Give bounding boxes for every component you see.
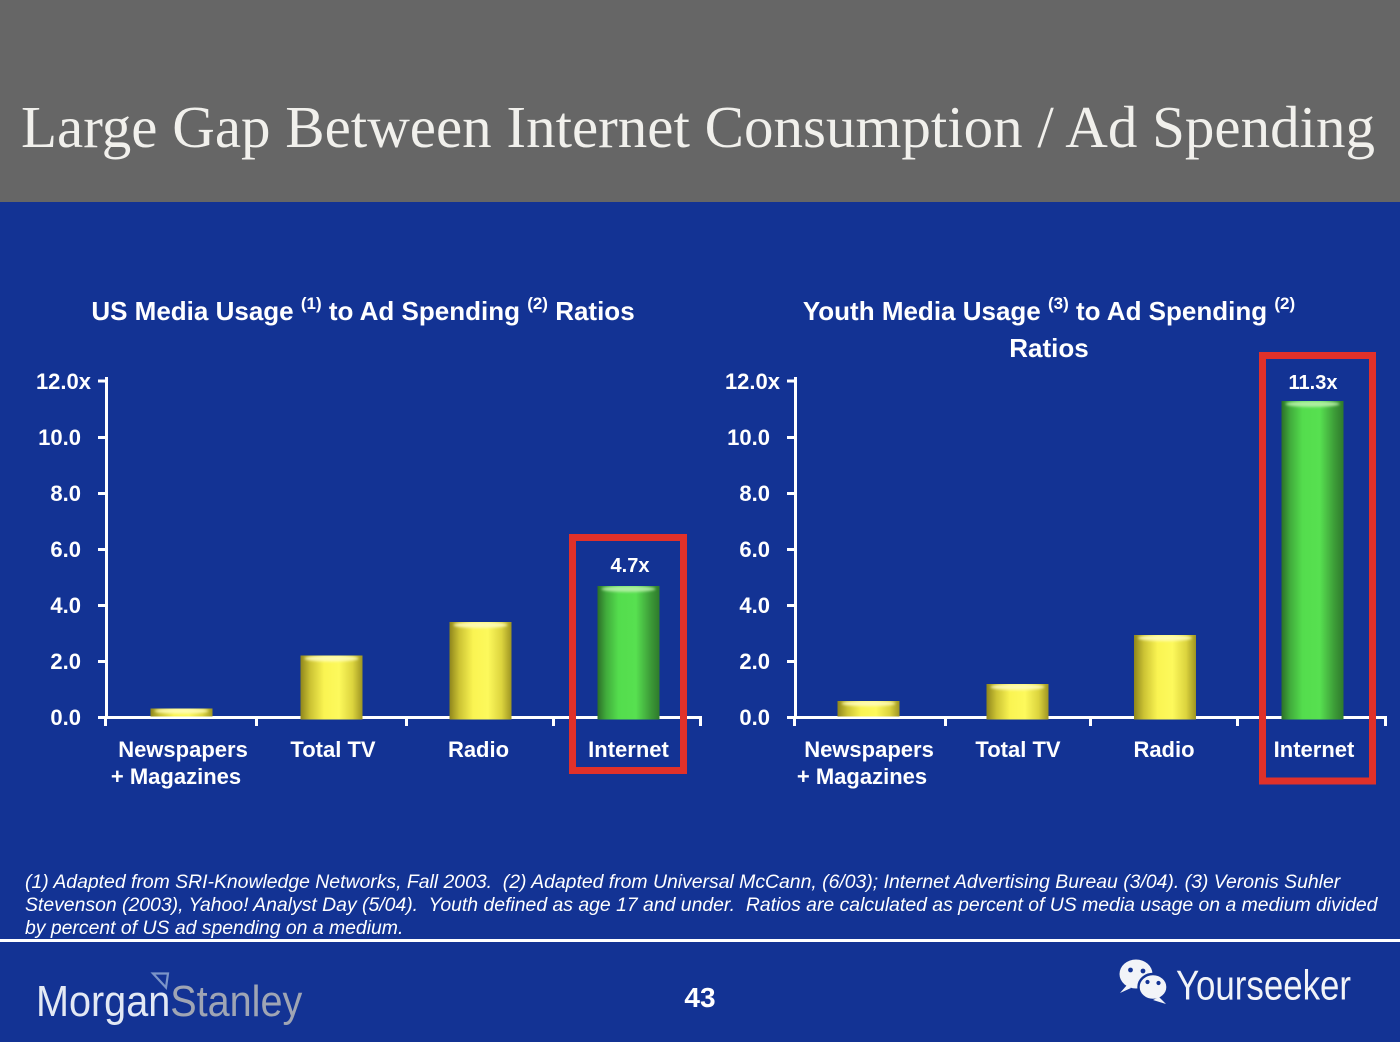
svg-text:by percent of US ad spending o: by percent of US ad spending on a medium… [25,917,403,939]
svg-text:Total TV: Total TV [290,737,375,762]
svg-text:2.0: 2.0 [50,649,81,674]
svg-text:4.0: 4.0 [739,593,770,618]
svg-text:8.0: 8.0 [50,481,81,506]
svg-text:+ Magazines: + Magazines [797,764,927,789]
svg-text:MorganStanley: MorganStanley [36,976,302,1025]
svg-text:Youth Media Usage (3) to Ad Sp: Youth Media Usage (3) to Ad Spending (2) [803,294,1295,326]
svg-text:10.0: 10.0 [727,425,770,450]
svg-text:10.0: 10.0 [38,425,81,450]
svg-text:43: 43 [684,982,715,1013]
svg-text:Yourseeker: Yourseeker [1176,963,1351,1010]
svg-text:Stevenson (2003), Yahoo! Analy: Stevenson (2003), Yahoo! Analyst Day (5/… [25,894,1379,916]
svg-text:Total TV: Total TV [975,737,1060,762]
svg-text:4.0: 4.0 [50,593,81,618]
svg-text:Newspapers: Newspapers [804,737,934,762]
svg-text:Ratios: Ratios [1009,333,1088,363]
svg-text:US Media Usage (1) to Ad Spend: US Media Usage (1) to Ad Spending (2) Ra… [91,294,634,326]
svg-text:Radio: Radio [1133,737,1194,762]
svg-text:Internet: Internet [1274,737,1355,762]
svg-text:2.0: 2.0 [739,649,770,674]
svg-text:6.0: 6.0 [50,537,81,562]
svg-text:Large Gap Between Internet Con: Large Gap Between Internet Consumption /… [21,94,1375,160]
svg-text:+ Magazines: + Magazines [111,764,241,789]
svg-text:Internet: Internet [588,737,669,762]
svg-text:0.0: 0.0 [50,705,81,730]
svg-text:11.3x: 11.3x [1289,372,1338,394]
svg-text:(1) Adapted from SRI-Knowledge: (1) Adapted from SRI-Knowledge Networks,… [25,871,1342,893]
svg-text:12.0x: 12.0x [725,369,781,394]
svg-text:12.0x: 12.0x [36,369,92,394]
svg-text:Radio: Radio [448,737,509,762]
svg-text:6.0: 6.0 [739,537,770,562]
svg-text:0.0: 0.0 [739,705,770,730]
svg-text:4.7x: 4.7x [611,555,650,577]
svg-text:Newspapers: Newspapers [118,737,248,762]
svg-text:8.0: 8.0 [739,481,770,506]
